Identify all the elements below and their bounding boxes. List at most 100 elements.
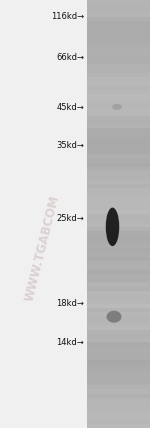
- Bar: [87, 351, 150, 355]
- Text: WWW.TGABCOM: WWW.TGABCOM: [22, 194, 62, 303]
- Bar: [87, 119, 150, 124]
- Bar: [87, 55, 150, 60]
- Bar: [87, 359, 150, 364]
- Bar: [87, 201, 150, 205]
- Bar: [87, 184, 150, 188]
- Bar: [87, 0, 150, 4]
- Bar: [87, 419, 150, 424]
- Bar: [87, 398, 150, 402]
- Bar: [87, 107, 150, 111]
- Bar: [87, 368, 150, 372]
- Bar: [87, 308, 150, 312]
- Bar: [87, 286, 150, 291]
- Bar: [87, 30, 150, 34]
- Bar: [87, 363, 150, 368]
- Bar: [87, 389, 150, 394]
- Bar: [87, 137, 150, 141]
- Bar: [87, 333, 150, 338]
- Bar: [87, 342, 150, 347]
- Text: 18kd→: 18kd→: [56, 299, 84, 309]
- Bar: [87, 312, 150, 317]
- Bar: [87, 162, 150, 167]
- Bar: [87, 25, 150, 30]
- Bar: [87, 154, 150, 158]
- Bar: [87, 214, 150, 218]
- Bar: [87, 47, 150, 51]
- Bar: [87, 273, 150, 278]
- Bar: [87, 269, 150, 274]
- Bar: [87, 34, 150, 39]
- Text: 116kd→: 116kd→: [51, 12, 84, 21]
- Bar: [87, 321, 150, 325]
- Bar: [87, 42, 150, 47]
- Bar: [87, 252, 150, 257]
- Bar: [87, 346, 150, 351]
- Bar: [87, 145, 150, 150]
- Bar: [87, 231, 150, 235]
- Bar: [87, 89, 150, 94]
- Bar: [87, 17, 150, 21]
- Bar: [87, 124, 150, 128]
- Bar: [87, 244, 150, 248]
- Bar: [87, 316, 150, 321]
- Bar: [87, 209, 150, 214]
- Bar: [87, 141, 150, 146]
- Bar: [87, 8, 150, 13]
- Bar: [87, 355, 150, 360]
- Bar: [87, 380, 150, 385]
- Bar: [87, 205, 150, 210]
- Bar: [87, 102, 150, 107]
- Bar: [87, 72, 150, 77]
- Bar: [87, 218, 150, 223]
- Bar: [87, 248, 150, 253]
- Bar: [87, 21, 150, 26]
- Bar: [87, 265, 150, 270]
- Bar: [87, 158, 150, 163]
- Bar: [87, 192, 150, 197]
- Bar: [87, 38, 150, 43]
- Bar: [87, 115, 150, 120]
- Ellipse shape: [106, 208, 119, 246]
- Bar: [87, 393, 150, 398]
- Bar: [87, 415, 150, 419]
- Bar: [87, 235, 150, 240]
- Text: 14kd→: 14kd→: [56, 338, 84, 347]
- Bar: [87, 166, 150, 171]
- Bar: [87, 295, 150, 300]
- Text: 25kd→: 25kd→: [56, 214, 84, 223]
- Bar: [87, 175, 150, 180]
- Bar: [87, 98, 150, 103]
- Bar: [87, 179, 150, 184]
- Bar: [87, 128, 150, 133]
- Bar: [87, 239, 150, 244]
- Ellipse shape: [106, 311, 122, 323]
- Bar: [87, 278, 150, 282]
- Bar: [87, 12, 150, 17]
- Bar: [87, 64, 150, 68]
- Text: 35kd→: 35kd→: [56, 141, 84, 150]
- Bar: [87, 291, 150, 295]
- Bar: [87, 261, 150, 265]
- Bar: [87, 94, 150, 98]
- Bar: [87, 85, 150, 90]
- Bar: [87, 325, 150, 330]
- Bar: [87, 303, 150, 308]
- Bar: [87, 196, 150, 201]
- Bar: [87, 132, 150, 137]
- Bar: [87, 410, 150, 415]
- Bar: [87, 68, 150, 73]
- Bar: [87, 423, 150, 428]
- Bar: [87, 188, 150, 193]
- Bar: [87, 376, 150, 381]
- Bar: [87, 406, 150, 411]
- Bar: [87, 149, 150, 154]
- Bar: [87, 77, 150, 81]
- Bar: [87, 372, 150, 377]
- Bar: [87, 81, 150, 86]
- Bar: [87, 282, 150, 287]
- Bar: [87, 0, 150, 428]
- Bar: [87, 222, 150, 227]
- Bar: [87, 171, 150, 175]
- Text: 66kd→: 66kd→: [56, 53, 84, 62]
- Bar: [87, 59, 150, 64]
